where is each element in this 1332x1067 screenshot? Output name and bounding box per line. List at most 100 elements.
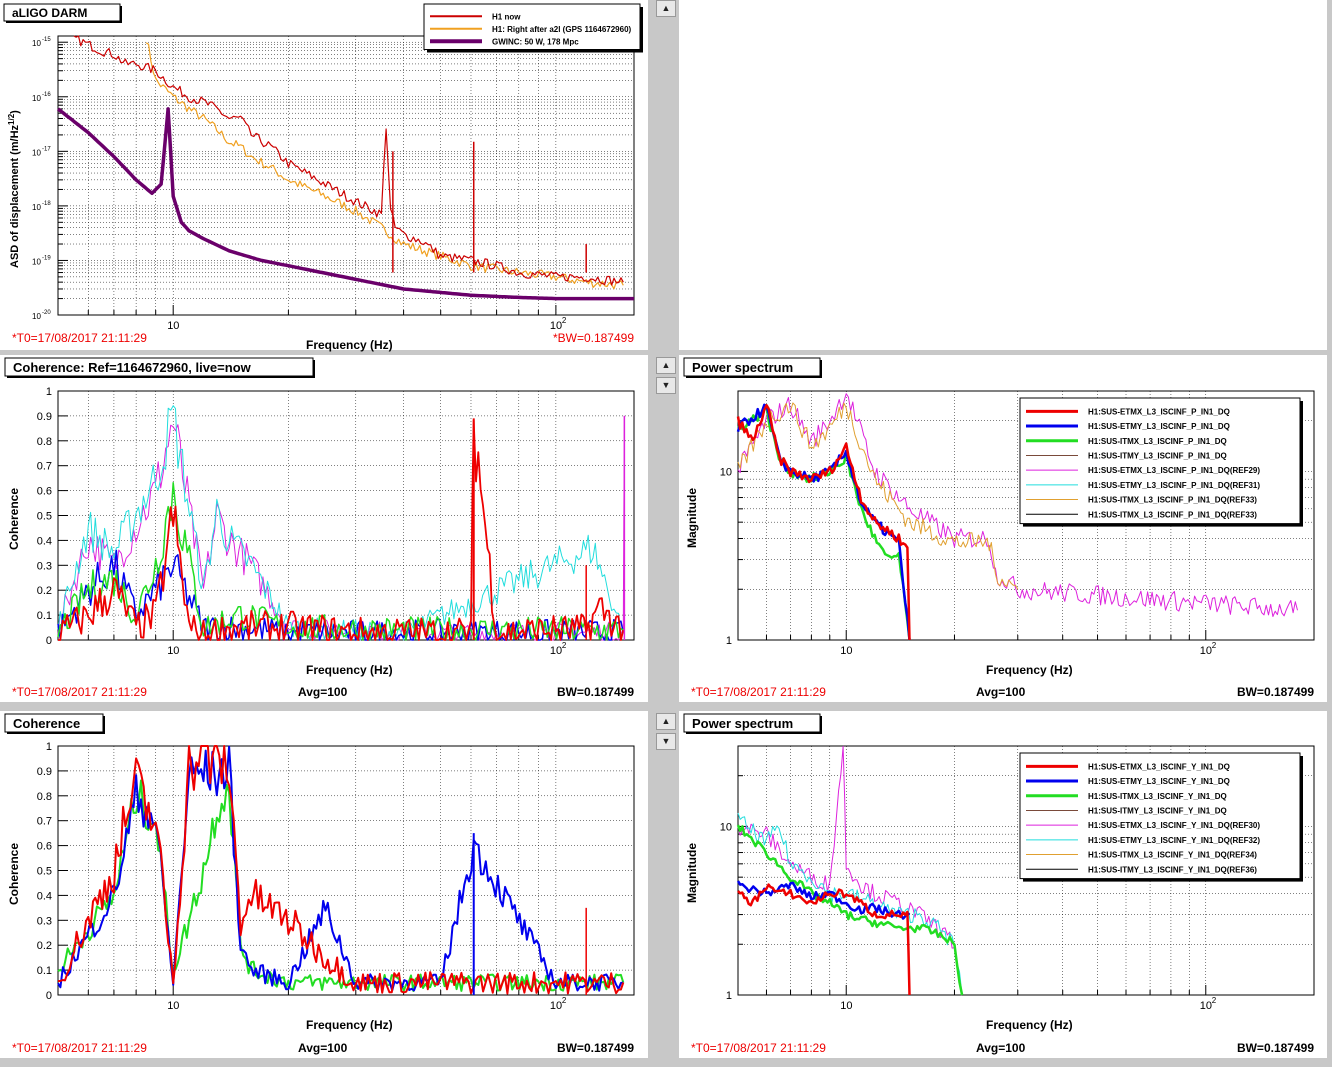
darm-legend-entry: H1: Right after a2l (GPS 1164672960) [492, 25, 632, 34]
pow_y-line-itmx [736, 824, 964, 996]
coh_y-ytick-label: 0.9 [37, 766, 52, 778]
coh_p-xlabel: Frequency (Hz) [306, 663, 393, 677]
pow_y-line-etmx [737, 883, 911, 996]
pow_p-line-etmx [736, 403, 911, 641]
darm-line-h1now [73, 35, 624, 286]
coh_y-ytick-label: 1 [46, 741, 52, 753]
darm-xtick-label: 10 [167, 320, 179, 332]
darm-ytick-exp: -17 [42, 146, 51, 152]
pow_p-xlabel: Frequency (Hz) [986, 663, 1073, 677]
pow_y-legend [1019, 752, 1301, 880]
coh_p-line-itmx [57, 481, 624, 641]
coh_p-ylabel: Coherence [7, 488, 21, 550]
coh_p-ytick-label: 0.2 [37, 585, 52, 597]
darm-legend-entry: GWINC: 50 W, 178 Mpc [492, 37, 579, 46]
darm-bw-label: *BW=0.187499 [553, 331, 634, 345]
darm-line-a2l [145, 42, 624, 290]
scroll-down-button[interactable]: ▼ [656, 377, 676, 394]
coh_p-avg-label: Avg=100 [298, 685, 348, 699]
coh_y-ytick-label: 0.5 [37, 866, 52, 878]
darm-ytick-label: 10 [32, 257, 41, 266]
darm-title-box [3, 3, 121, 22]
pow_p-ylabel: Magnitude [685, 488, 699, 548]
darm-ytick-exp: -16 [42, 92, 51, 98]
coh_y-bw-label: BW=0.187499 [557, 1041, 634, 1055]
coh_p-xtick-label: 10 [550, 645, 562, 657]
darm-ytick-exp: -15 [42, 37, 51, 43]
pow_p-bw-label: BW=0.187499 [1237, 685, 1314, 699]
pow_p-legend-entry: H1:SUS-ETMY_L3_ISCINF_P_IN1_DQ [1088, 422, 1230, 431]
scroll-up-button[interactable]: ▲ [656, 357, 676, 374]
coh_y-title: Coherence [13, 716, 80, 731]
coh_y-ylabel: Coherence [7, 843, 21, 905]
coh_y-ytick-label: 0.6 [37, 841, 52, 853]
coh_p-ytick-label: 0.9 [37, 411, 52, 423]
pow_y-title: Power spectrum [692, 716, 793, 731]
pow_p-legend-entry: H1:SUS-ITMY_L3_ISCINF_P_IN1_DQ [1088, 451, 1227, 460]
scroll-up-button[interactable]: ▲ [656, 0, 676, 17]
coh_y-ytick-label: 0.3 [37, 915, 52, 927]
scroll-up-button[interactable]: ▲ [656, 713, 676, 730]
pow_p-title: Power spectrum [692, 360, 793, 375]
coh_y-ytick-label: 0.2 [37, 940, 52, 952]
coh_y-ytick-label: 0.7 [37, 816, 52, 828]
darm-ylabel: ASD of displacement (m/Hz1/2) [7, 110, 21, 268]
coh_y-avg-label: Avg=100 [298, 1041, 348, 1055]
coh_y-xtick-label: 10 [550, 1000, 562, 1012]
scroll-down-button[interactable]: ▼ [656, 733, 676, 750]
pow_p-line-ref33 [737, 402, 1019, 590]
coh_y-ytick-label: 0 [46, 990, 52, 1002]
coh_y-xtick-label: 10 [167, 1000, 179, 1012]
pow_y-legend-entry: H1:SUS-ETMY_L3_ISCINF_Y_IN1_DQ(REF32) [1088, 836, 1260, 845]
darm-ytick-label: 10 [32, 94, 41, 103]
coh_p-ytick-label: 0.4 [37, 535, 52, 547]
pow_y-ytick-label: 10 [720, 821, 732, 833]
pow_y-xtick-label: 10 [1200, 1000, 1212, 1012]
pow_y-legend-entry: H1:SUS-ETMX_L3_ISCINF_Y_IN1_DQ [1088, 762, 1230, 771]
empty-pane [679, 0, 1327, 350]
darm-line-gwinc [56, 107, 634, 301]
coh_y-ytick-label: 0.4 [37, 890, 52, 902]
darm-ytick-label: 10 [32, 39, 41, 48]
pow_y-legend-entry: H1:SUS-ITMY_L3_ISCINF_Y_IN1_DQ(REF36) [1088, 865, 1257, 874]
coh_y-ytick-label: 0.8 [37, 791, 52, 803]
pow_y-legend-entry: H1:SUS-ETMX_L3_ISCINF_Y_IN1_DQ(REF30) [1088, 821, 1260, 830]
pow_p-ytick-label: 1 [726, 635, 732, 647]
pow_y-legend-entry: H1:SUS-ITMX_L3_ISCINF_Y_IN1_DQ(REF34) [1088, 851, 1257, 860]
pow_p-legend-entry: H1:SUS-ITMX_L3_ISCINF_P_IN1_DQ [1088, 437, 1227, 446]
pow_p-legend-entry: H1:SUS-ETMX_L3_ISCINF_P_IN1_DQ [1088, 407, 1230, 416]
pow_y-line-ref32 [737, 812, 963, 996]
pow_y-line-ref30 [737, 745, 963, 996]
pow_y-t0-label: *T0=17/08/2017 21:11:29 [691, 1041, 826, 1055]
pow_p-xtick-exp: 2 [1212, 641, 1217, 650]
darm-xtick-exp: 2 [562, 316, 567, 325]
coh_p-ytick-label: 0.3 [37, 560, 52, 572]
pow_p-legend-entry: H1:SUS-ETMX_L3_ISCINF_P_IN1_DQ(REF29) [1088, 466, 1260, 475]
coh_y-xtick-exp: 2 [562, 996, 567, 1005]
pow_y-xlabel: Frequency (Hz) [986, 1018, 1073, 1032]
pow_p-t0-label: *T0=17/08/2017 21:11:29 [691, 685, 826, 699]
darm-xtick-label: 10 [550, 320, 562, 332]
coh_y-ytick-label: 0.1 [37, 965, 52, 977]
coh_p-title: Coherence: Ref=1164672960, live=now [13, 360, 252, 375]
pow_y-bw-label: BW=0.187499 [1237, 1041, 1314, 1055]
pow_y-legend-entry: H1:SUS-ITMY_L3_ISCINF_Y_IN1_DQ [1088, 806, 1227, 815]
coh_y-line-etmx [58, 745, 625, 995]
darm-ytick-label: 10 [32, 203, 41, 212]
pow_y-legend-entry: H1:SUS-ITMX_L3_ISCINF_Y_IN1_DQ [1088, 792, 1227, 801]
darm-t0-label: *T0=17/08/2017 21:11:29 [12, 331, 147, 345]
coh_p-ytick-label: 0.5 [37, 511, 52, 523]
pow_y-ytick-label: 1 [726, 990, 732, 1002]
coh_p-ytick-label: 0.7 [37, 461, 52, 473]
pow_p-legend [1019, 397, 1301, 525]
darm-ytick-exp: -20 [42, 310, 51, 316]
coh_p-ytick-label: 0.1 [37, 610, 52, 622]
darm-ytick-exp: -18 [42, 201, 51, 207]
darm-xlabel: Frequency (Hz) [306, 338, 393, 352]
pow_p-avg-label: Avg=100 [976, 685, 1026, 699]
pow_p-legend-entry: H1:SUS-ETMY_L3_ISCINF_P_IN1_DQ(REF31) [1088, 481, 1260, 490]
darm-frame [57, 35, 635, 316]
pow_y-legend-entry: H1:SUS-ETMY_L3_ISCINF_Y_IN1_DQ [1088, 777, 1230, 786]
coh_p-bw-label: BW=0.187499 [557, 685, 634, 699]
